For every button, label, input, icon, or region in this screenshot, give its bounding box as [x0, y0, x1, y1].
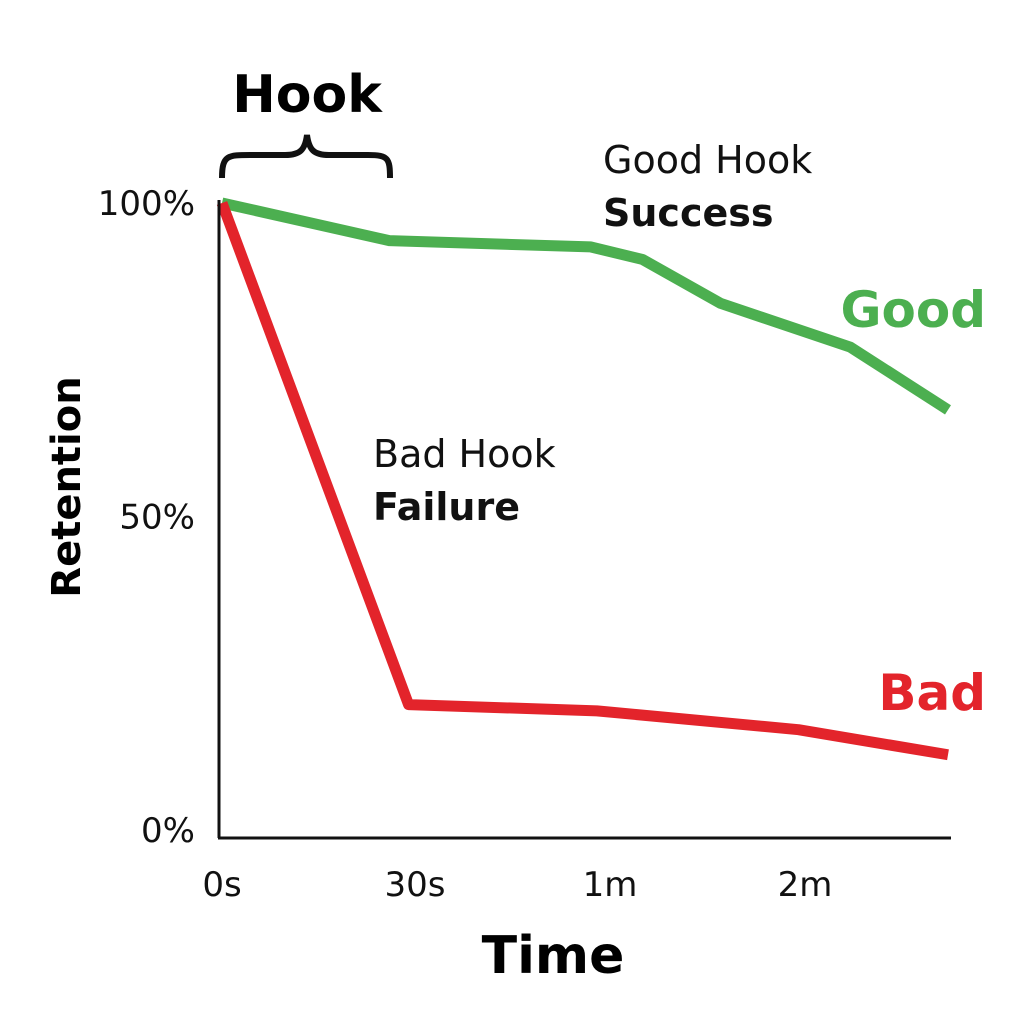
series-label-bad: Bad [878, 664, 986, 722]
series-label-good: Good [840, 281, 986, 339]
x-axis-label: Time [482, 926, 625, 986]
x-tick-label: 2m [778, 865, 833, 905]
x-tick-label: 0s [202, 865, 241, 905]
y-tick-label: 100% [98, 184, 195, 224]
series-line-bad [216, 201, 949, 761]
bad-hook-label: Bad Hook [373, 432, 556, 476]
y-tick-label: 0% [141, 811, 195, 851]
x-tick-label: 30s [385, 865, 446, 905]
y-tick-label: 50% [119, 498, 195, 538]
failure-label: Failure [373, 485, 520, 529]
hook-label: Hook [232, 65, 383, 125]
good-hook-label: Good Hook [603, 138, 812, 182]
hook-brace [219, 134, 393, 179]
x-tick-label: 1m [583, 865, 638, 905]
success-label: Success [603, 191, 773, 235]
series-line-good [220, 197, 951, 415]
y-axis-label: Retention [44, 376, 90, 597]
